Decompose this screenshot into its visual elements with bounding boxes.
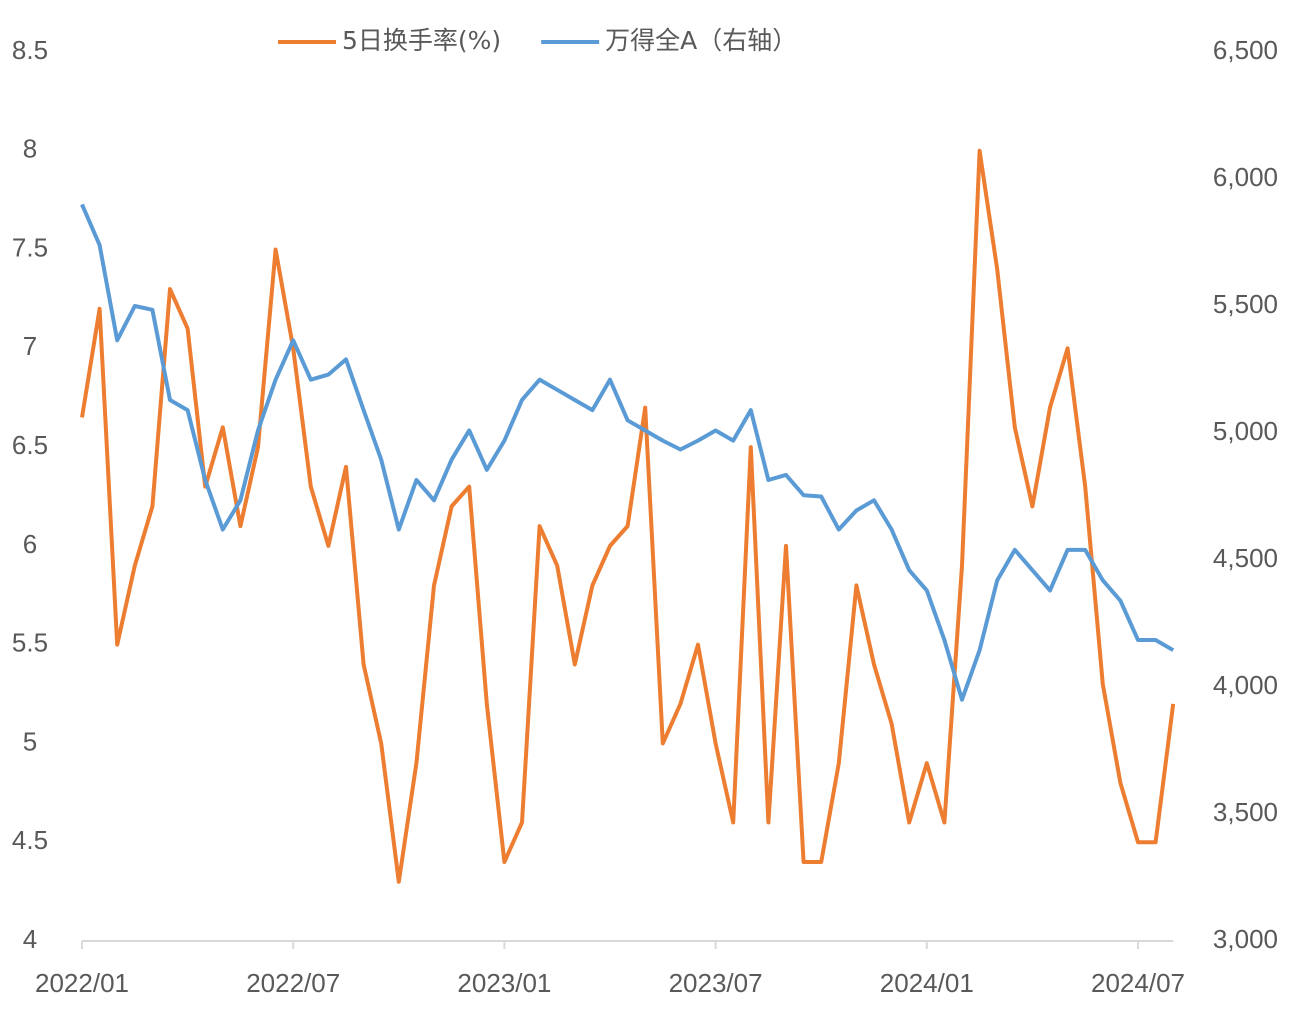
y2-tick-label: 6,000	[1213, 162, 1278, 192]
y-tick-label: 8.5	[12, 35, 48, 65]
y2-tick-label: 3,500	[1213, 797, 1278, 827]
x-tick-label: 2022/01	[35, 968, 129, 998]
x-tick-label: 2023/07	[669, 968, 763, 998]
y-tick-label: 4.5	[12, 825, 48, 855]
x-tick-label: 2024/07	[1091, 968, 1185, 998]
y-tick-label: 5.5	[12, 628, 48, 658]
y-tick-label: 7.5	[12, 232, 48, 262]
y2-tick-label: 4,000	[1213, 670, 1278, 700]
x-tick-label: 2022/07	[246, 968, 340, 998]
legend-label: 万得全A（右轴）	[605, 26, 797, 55]
y2-tick-label: 5,000	[1213, 416, 1278, 446]
y2-tick-label: 5,500	[1213, 289, 1278, 319]
y-tick-label: 6	[23, 529, 37, 559]
y-tick-label: 5	[23, 726, 37, 756]
y-tick-label: 8	[23, 134, 37, 164]
line-series	[80, 148, 1176, 884]
y-tick-label: 7	[23, 331, 37, 361]
y2-tick-label: 3,000	[1213, 924, 1278, 954]
y2-tick-label: 4,500	[1213, 543, 1278, 573]
x-tick-label: 2023/01	[457, 968, 551, 998]
y-tick-label: 4	[23, 924, 37, 954]
y-tick-label: 6.5	[12, 430, 48, 460]
x-tick-label: 2024/01	[880, 968, 974, 998]
line-series	[80, 203, 1175, 702]
legend-label: 5日换手率(%)	[342, 26, 501, 55]
y2-tick-label: 6,500	[1213, 35, 1278, 65]
